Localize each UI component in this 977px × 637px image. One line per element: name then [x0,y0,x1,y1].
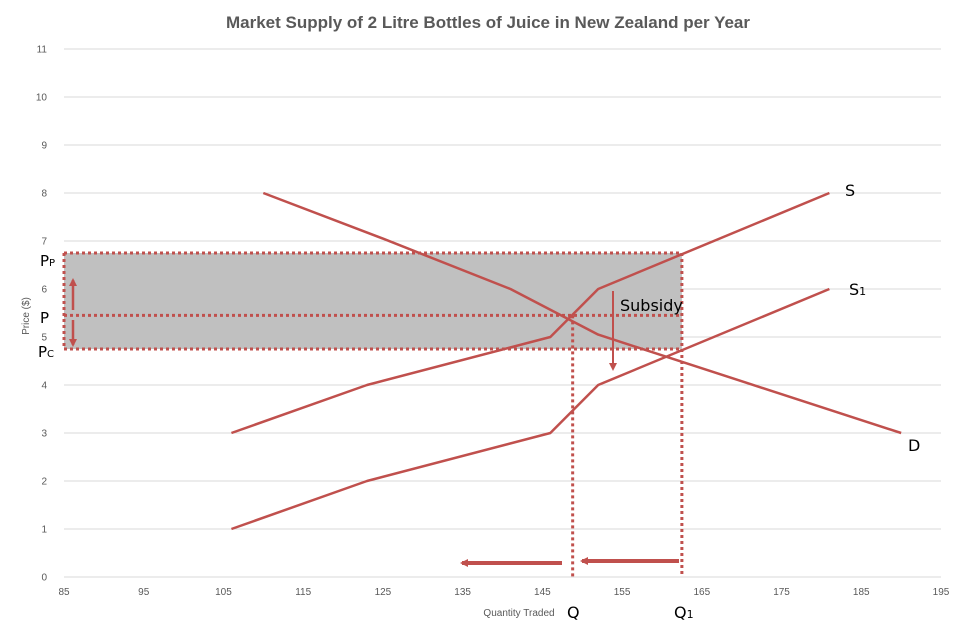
x-tick-label: 95 [138,587,150,598]
q1-label: Q1 [674,603,694,622]
y-tick-label: 6 [41,285,47,296]
y-tick-label: 7 [41,237,47,248]
y-tick-label: 11 [37,45,48,56]
x-tick-label: 165 [693,587,710,598]
x-tick-label: 135 [454,587,471,598]
x-tick-label: 125 [375,587,392,598]
x-tick-label: 185 [853,587,870,598]
x-axis-title: Quantity Traded [483,608,554,619]
s-label: S [845,181,855,200]
subsidy-label: Subsidy [620,296,683,315]
series-lines [231,191,902,531]
x-tick-label: 155 [614,587,631,598]
y-tick-label: 3 [41,429,47,440]
x-tick-label: 115 [295,587,311,598]
x-tick-label: 195 [933,587,950,598]
y-tick-label: 4 [41,381,47,392]
p-label: P [40,309,49,327]
y-tick-label: 0 [41,573,47,584]
x-tick-label: 175 [773,587,790,598]
y-tick-label: 9 [41,141,47,152]
y-axis-title: Price ($) [21,297,32,335]
x-tick-label: 145 [534,587,551,598]
subsidy-area [64,253,682,349]
y-tick-label: 1 [41,525,47,536]
y-tick-label: 8 [41,189,47,200]
pc-label: PC [38,343,54,361]
y-tick-label: 10 [36,93,48,104]
d-label: D [908,436,920,455]
chart-title: Market Supply of 2 Litre Bottles of Juic… [226,13,750,32]
s1-label: S1 [849,280,866,299]
y-tick-label: 2 [41,477,47,488]
series-line-s [231,191,830,435]
y-tick-label: 5 [41,333,47,344]
series-line-s1 [231,287,830,531]
q-label: Q [567,603,580,622]
reference-lines [62,251,684,577]
arrows [69,278,679,567]
pp-label: PP [40,252,55,270]
x-tick-label: 105 [215,587,232,598]
x-tick-label: 85 [58,587,70,598]
y-tick-labels: 0 1 2 3 4 5 6 7 8 9 10 11 [36,45,48,584]
x-tick-labels: 85 95 105 115 125 135 145 155 165 175 185 195 [58,587,949,598]
series-line-d [262,191,902,435]
